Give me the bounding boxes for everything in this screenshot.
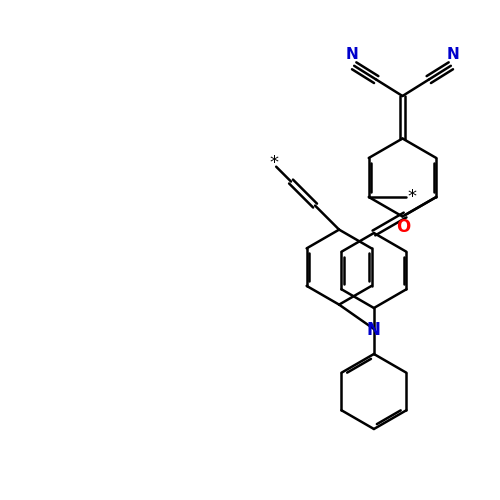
Text: *: * bbox=[269, 154, 278, 172]
Text: *: * bbox=[408, 188, 416, 206]
Text: N: N bbox=[367, 321, 381, 339]
Text: O: O bbox=[396, 218, 410, 236]
Text: N: N bbox=[446, 48, 459, 62]
Text: N: N bbox=[346, 48, 358, 62]
